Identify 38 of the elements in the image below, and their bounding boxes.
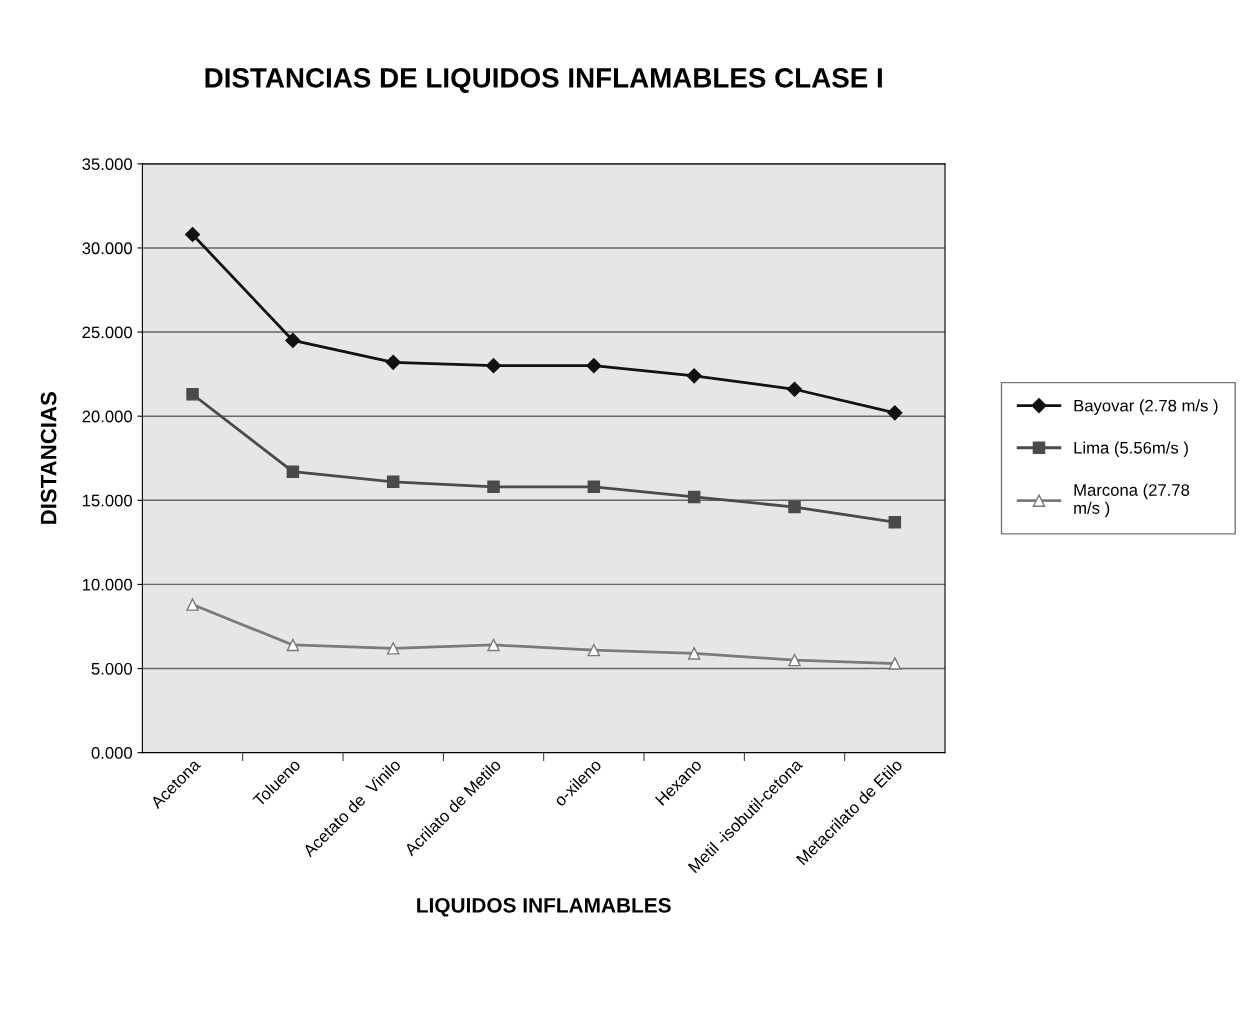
point	[587, 643, 601, 657]
point	[686, 368, 702, 384]
point	[587, 480, 601, 494]
y-axis-title: DISTANCIAS	[40, 392, 57, 524]
point	[286, 638, 300, 652]
y-tick-label: 35.000	[82, 158, 133, 171]
point	[386, 475, 400, 489]
point	[586, 358, 602, 374]
x-axis-title: LIQUIDOS INFLAMABLES	[417, 897, 671, 917]
point	[385, 354, 401, 370]
point	[888, 515, 902, 529]
y-tick-label: 25.000	[82, 326, 133, 339]
point	[286, 465, 300, 478]
y-tick-label: 15.000	[82, 494, 133, 507]
y-tick-label: 30.000	[82, 242, 133, 255]
y-tick-label: 20.000	[82, 410, 133, 423]
legend-label: Marcona (27.78 m/s )	[1074, 483, 1190, 518]
point	[487, 638, 500, 652]
point	[285, 332, 301, 349]
point	[186, 598, 199, 611]
y-tick-label: 5.000	[91, 662, 133, 675]
point	[687, 647, 701, 660]
point	[788, 653, 801, 667]
y-tick-label: 10.000	[82, 578, 133, 591]
point	[888, 657, 902, 670]
point	[485, 358, 502, 374]
chart-title: DISTANCIAS DE LIQUIDOS INFLAMABLES CLASE I	[205, 68, 882, 93]
point	[786, 381, 803, 397]
point	[887, 405, 903, 421]
point	[487, 480, 500, 494]
point	[687, 490, 701, 504]
legend-label: Bayovar (2.78 m/s )	[1074, 399, 1218, 415]
point	[386, 642, 400, 655]
legend-label: Lima (5.56m/s )	[1074, 441, 1188, 458]
point	[186, 388, 199, 401]
point	[184, 226, 201, 243]
point	[788, 500, 801, 514]
y-tick-label: 0.000	[91, 747, 133, 759]
